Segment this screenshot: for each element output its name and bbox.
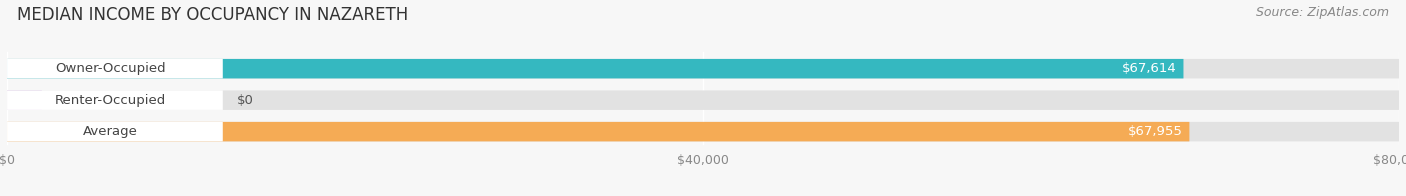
Text: Renter-Occupied: Renter-Occupied <box>55 94 166 107</box>
Text: $67,955: $67,955 <box>1128 125 1182 138</box>
Text: Average: Average <box>83 125 138 138</box>
Text: $0: $0 <box>236 94 253 107</box>
FancyBboxPatch shape <box>7 122 222 141</box>
FancyBboxPatch shape <box>7 90 1399 110</box>
FancyBboxPatch shape <box>7 59 1399 78</box>
FancyBboxPatch shape <box>7 59 1184 78</box>
Text: Source: ZipAtlas.com: Source: ZipAtlas.com <box>1256 6 1389 19</box>
FancyBboxPatch shape <box>7 122 1189 141</box>
Text: $67,614: $67,614 <box>1122 62 1177 75</box>
Text: MEDIAN INCOME BY OCCUPANCY IN NAZARETH: MEDIAN INCOME BY OCCUPANCY IN NAZARETH <box>17 6 408 24</box>
FancyBboxPatch shape <box>7 59 222 78</box>
Text: Owner-Occupied: Owner-Occupied <box>55 62 166 75</box>
FancyBboxPatch shape <box>7 122 1399 141</box>
FancyBboxPatch shape <box>7 90 42 110</box>
FancyBboxPatch shape <box>7 90 222 110</box>
